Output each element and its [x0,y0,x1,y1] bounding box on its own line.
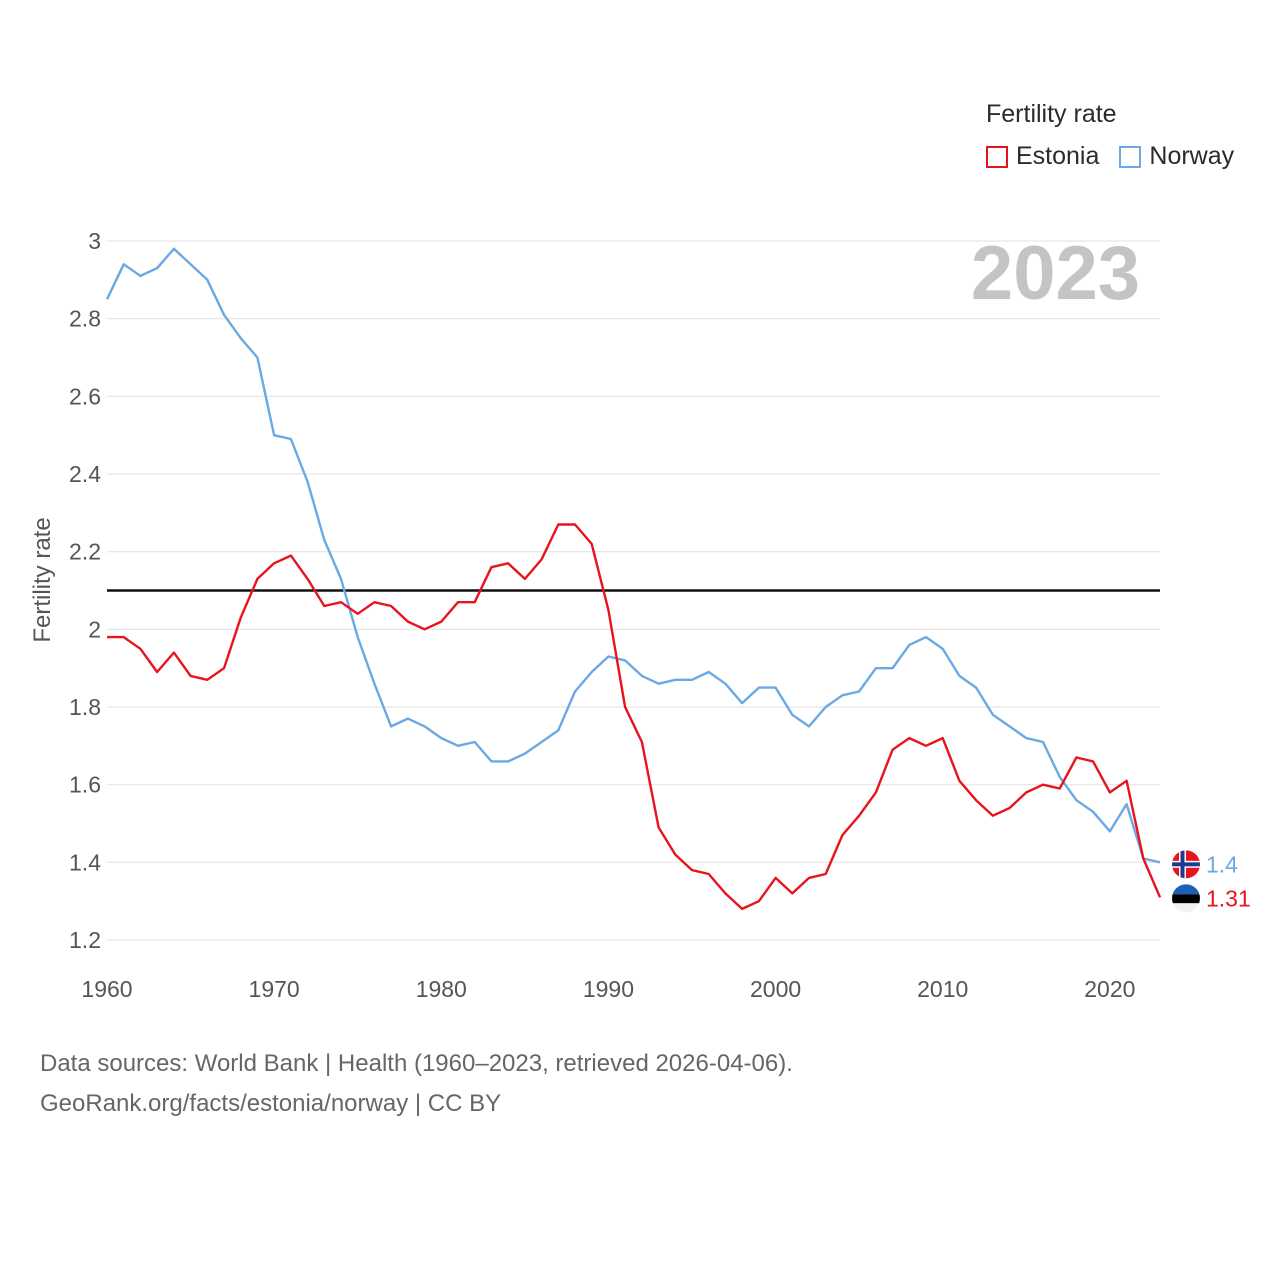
legend-swatch-norway [1119,145,1142,168]
gridlines [107,240,1160,941]
y-tick-label: 2.8 [69,306,101,332]
series-lines [105,247,1162,911]
x-tick-label: 2010 [917,976,968,1002]
y-tick-label: 1.6 [69,772,101,798]
y-tick-label: 2.6 [69,383,101,409]
series-line-norway[interactable] [105,247,1161,864]
end-value-label-norway: 1.4 [1206,851,1238,877]
y-tick-label: 1.2 [69,927,101,953]
x-tick-label: 1990 [583,976,634,1002]
legend-swatch-estonia [986,145,1008,168]
source-line-2[interactable]: GeoRank.org/facts/estonia/norway | CC BY [40,1090,502,1117]
legend-item-norway[interactable]: Norway [1119,142,1234,171]
series-line-estonia[interactable] [107,523,1162,911]
y-tick-label: 3 [88,228,101,254]
y-tick-label: 1.8 [69,694,101,720]
y-tick-label: 2.4 [69,461,101,487]
source-line-1: Data sources: World Bank | Health (1960–… [40,1050,793,1077]
end-value-label-estonia: 1.31 [1206,885,1251,911]
x-tick-labels: 1960 1970 1980 1990 2000 2010 2020 [81,976,1135,1002]
end-markers: 1.4 1.31 [1172,850,1251,913]
x-tick-label: 2020 [1084,976,1135,1002]
flag-icon-estonia [1172,884,1200,913]
legend-label-norway: Norway [1149,142,1235,170]
source-note: Data sources: World Bank | Health (1960–… [40,1044,793,1124]
x-tick-label: 1960 [81,976,132,1002]
x-tick-label: 1970 [249,976,300,1002]
y-tick-label: 2 [88,616,101,642]
y-tick-labels: 1.2 1.4 1.6 1.8 2 2.2 2.4 2.6 2.8 3 [69,228,101,953]
legend: Estonia Norway [986,142,1254,171]
y-axis-label: Fertility rate [29,517,56,642]
x-tick-label: 2000 [750,976,801,1002]
legend-item-estonia[interactable]: Estonia [986,142,1099,171]
legend-title: Fertility rate [986,100,1117,128]
x-tick-label: 1980 [416,976,467,1002]
legend-label-estonia: Estonia [1016,142,1100,170]
flag-icon-norway [1172,850,1200,879]
y-tick-label: 2.2 [69,539,101,565]
year-label: 2023 [971,231,1140,316]
y-tick-label: 1.4 [69,849,101,875]
